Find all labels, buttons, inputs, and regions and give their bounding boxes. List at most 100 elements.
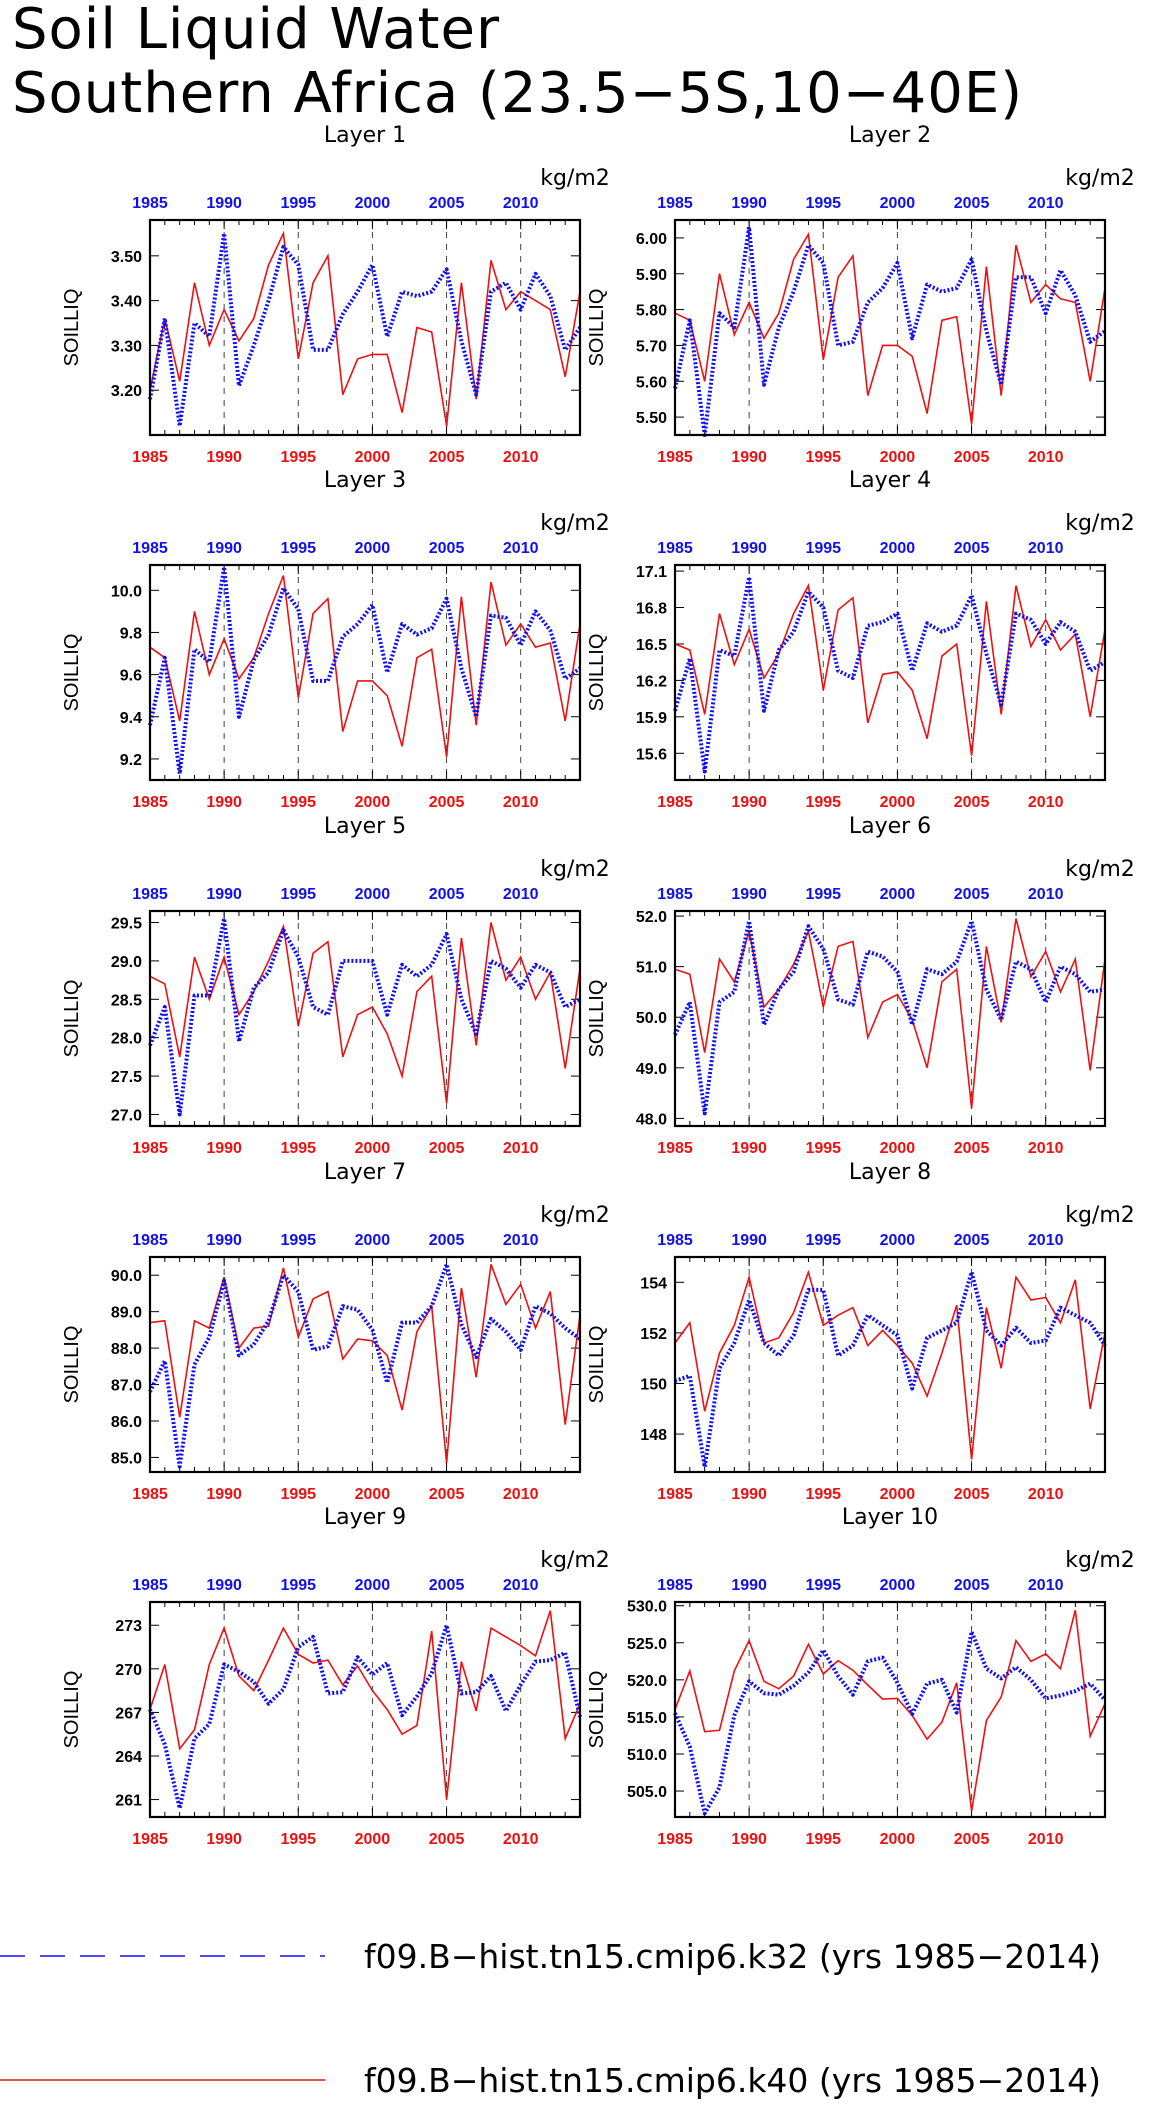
series-line-k32-6: [673, 919, 1106, 1116]
units-label-8: kg/m2: [1065, 1203, 1135, 1228]
x-tick-label-bottom-2000-8: 2000: [880, 1486, 916, 1503]
y-tick-label-1-2: 5.60: [636, 374, 667, 391]
x-tick-label-bottom-2000-2: 2000: [880, 449, 916, 466]
series-line-k32-7: [148, 1262, 582, 1469]
x-tick-label-bottom-2000-3: 2000: [355, 794, 391, 811]
panel-layer-5: Layer 5 kg/m2 SOILLIQ 27.0 27.5 28.0 28.5 29.0 2…: [61, 814, 610, 1157]
y-tick-label-4-3: 10.0: [111, 583, 142, 600]
series-line-k32-2: [673, 225, 1107, 437]
x-tick-label-bottom-1990-10: 1990: [731, 1831, 767, 1848]
units-label-3: kg/m2: [540, 511, 610, 536]
x-tick-label-bottom-2000-5: 2000: [355, 1140, 391, 1157]
x-tick-label-bottom-1990-2: 1990: [731, 449, 767, 466]
x-tick-label-top-2010-8: 2010: [1028, 1232, 1064, 1249]
x-tick-label-top-1985-4: 1985: [657, 540, 693, 557]
y-tick-label-1-1: 3.30: [111, 338, 142, 355]
x-tick-label-top-1995-2: 1995: [805, 195, 841, 212]
x-tick-label-top-1990-8: 1990: [731, 1232, 767, 1249]
x-tick-label-top-2005-2: 2005: [954, 195, 990, 212]
y-tick-label-3-1: 3.50: [111, 249, 142, 266]
x-tick-label-bottom-1985-9: 1985: [132, 1831, 168, 1848]
x-tick-label-top-1985-3: 1985: [132, 540, 168, 557]
y-axis-label-8: SOILLIQ: [586, 1326, 608, 1404]
y-tick-label-2-7: 87.0: [111, 1378, 142, 1395]
x-tick-label-bottom-1995-9: 1995: [280, 1831, 316, 1848]
y-tick-label-0-5: 27.0: [111, 1107, 142, 1124]
x-tick-label-bottom-2010-7: 2010: [503, 1486, 539, 1503]
y-tick-label-1-10: 510.0: [627, 1747, 667, 1764]
panel-title-4: Layer 4: [849, 468, 931, 493]
y-axis-label-7: SOILLIQ: [61, 1326, 83, 1404]
x-tick-label-top-2000-9: 2000: [355, 1577, 391, 1594]
x-tick-label-bottom-2000-10: 2000: [880, 1831, 916, 1848]
y-tick-label-0-10: 505.0: [627, 1784, 667, 1801]
y-tick-label-2-2: 5.70: [636, 338, 667, 355]
units-label-4: kg/m2: [1065, 511, 1135, 536]
y-tick-label-5-7: 90.0: [111, 1268, 142, 1285]
x-tick-label-top-1990-9: 1990: [206, 1577, 242, 1594]
x-tick-label-bottom-1985-6: 1985: [657, 1140, 693, 1157]
series-line-k40-1: [149, 230, 581, 427]
x-tick-label-top-1990-10: 1990: [731, 1577, 767, 1594]
y-tick-label-3-3: 9.8: [120, 625, 142, 642]
plot-frame-7: [148, 1255, 582, 1474]
plot-frame-1: [148, 218, 582, 437]
x-tick-label-bottom-2005-4: 2005: [954, 794, 990, 811]
x-tick-label-bottom-1990-1: 1990: [206, 449, 242, 466]
units-label-6: kg/m2: [1065, 857, 1135, 882]
legend: f09.B−hist.tn15.cmip6.k32 (yrs 1985−2014…: [0, 1937, 1101, 2100]
series-line-k32-4: [673, 575, 1106, 774]
x-tick-label-bottom-2010-4: 2010: [1028, 794, 1064, 811]
panels: Layer 1 kg/m2 SOILLIQ 3.20 3.30 3.40 3.50 1985 1…: [61, 123, 1135, 1848]
x-tick-label-top-1985-2: 1985: [657, 195, 693, 212]
x-tick-label-top-1990-1: 1990: [206, 195, 242, 212]
y-tick-label-0-6: 48.0: [636, 1111, 667, 1128]
x-tick-label-top-2005-10: 2005: [954, 1577, 990, 1594]
y-tick-label-0-2: 5.50: [636, 410, 667, 427]
x-tick-label-bottom-2005-10: 2005: [954, 1831, 990, 1848]
x-tick-label-bottom-2010-6: 2010: [1028, 1140, 1064, 1157]
x-tick-label-bottom-2000-7: 2000: [355, 1486, 391, 1503]
panel-title-7: Layer 7: [324, 1160, 406, 1185]
x-tick-label-top-2005-5: 2005: [429, 886, 465, 903]
y-tick-label-3-8: 154: [640, 1275, 667, 1292]
units-label-2: kg/m2: [1065, 166, 1135, 191]
x-tick-label-bottom-2010-2: 2010: [1028, 449, 1064, 466]
x-tick-label-bottom-1995-8: 1995: [805, 1486, 841, 1503]
y-tick-label-1-9: 264: [115, 1749, 142, 1766]
x-tick-label-bottom-2005-1: 2005: [429, 449, 465, 466]
panel-layer-3: Layer 3 kg/m2 SOILLIQ 9.2 9.4 9.6 9.8 10.0 1985 1…: [61, 468, 610, 811]
x-tick-label-top-2005-7: 2005: [429, 1232, 465, 1249]
y-tick-label-4-2: 5.90: [636, 267, 667, 284]
y-tick-label-3-9: 270: [115, 1662, 142, 1679]
x-tick-label-top-1995-4: 1995: [805, 540, 841, 557]
y-tick-label-2-9: 267: [115, 1705, 142, 1722]
y-tick-label-0-9: 261: [115, 1793, 142, 1810]
x-tick-label-bottom-2000-9: 2000: [355, 1831, 391, 1848]
series-line-k40-9: [149, 1610, 581, 1800]
y-tick-label-1-8: 150: [640, 1376, 667, 1393]
series-line-k40-10: [674, 1610, 1106, 1812]
x-tick-label-top-1995-3: 1995: [280, 540, 316, 557]
y-tick-label-3-5: 28.5: [111, 992, 142, 1009]
y-tick-label-2-1: 3.40: [111, 294, 142, 311]
x-tick-label-bottom-1995-6: 1995: [805, 1140, 841, 1157]
plot-frame-6: [673, 909, 1107, 1128]
x-tick-label-top-2010-2: 2010: [1028, 195, 1064, 212]
panel-title-5: Layer 5: [324, 814, 406, 839]
y-tick-label-2-3: 9.6: [120, 668, 142, 685]
x-tick-label-bottom-1995-10: 1995: [805, 1831, 841, 1848]
plot-frame-5: [148, 909, 582, 1128]
y-tick-label-3-4: 16.5: [636, 637, 667, 654]
x-tick-label-top-2000-3: 2000: [355, 540, 391, 557]
x-tick-label-bottom-2010-9: 2010: [503, 1831, 539, 1848]
series-line-k40-3: [149, 575, 581, 757]
y-tick-label-5-2: 6.00: [636, 231, 667, 248]
units-label-5: kg/m2: [540, 857, 610, 882]
x-tick-label-bottom-2005-8: 2005: [954, 1486, 990, 1503]
series-line-k40-2: [674, 231, 1106, 425]
x-tick-label-top-1995-5: 1995: [280, 886, 316, 903]
y-tick-label-3-2: 5.80: [636, 303, 667, 320]
x-tick-label-top-1995-7: 1995: [280, 1232, 316, 1249]
